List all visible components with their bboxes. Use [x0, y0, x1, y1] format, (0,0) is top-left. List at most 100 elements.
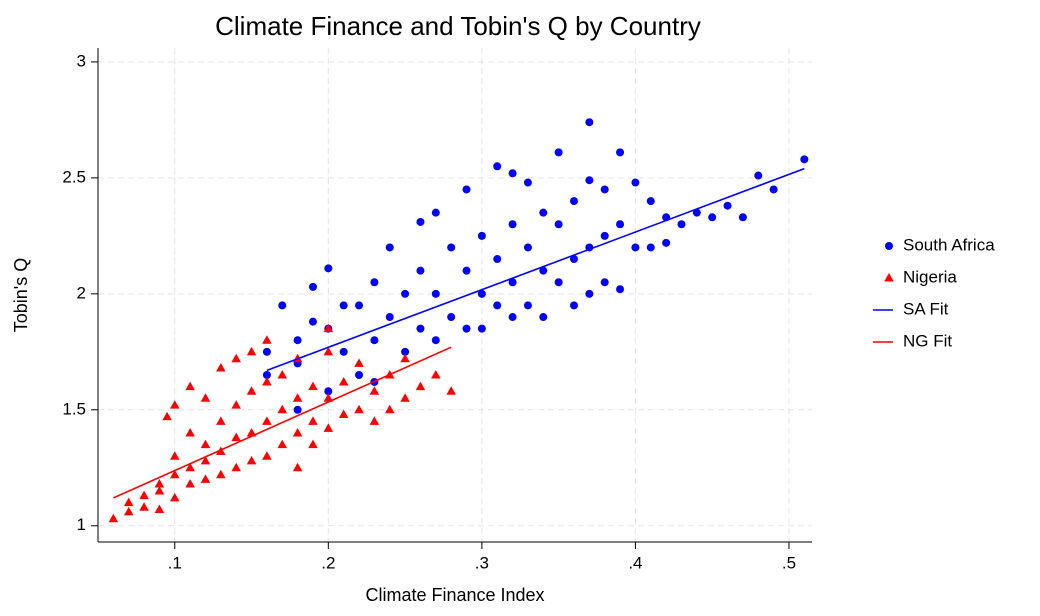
- point: [354, 404, 364, 414]
- point: [754, 171, 763, 180]
- point: [139, 490, 149, 500]
- legend-label: NG Fit: [903, 331, 952, 350]
- point: [523, 301, 532, 310]
- point: [292, 427, 303, 437]
- point: [370, 336, 379, 345]
- x-tick-label: .2: [321, 553, 335, 572]
- point: [431, 289, 440, 298]
- point: [355, 301, 364, 310]
- point: [231, 432, 241, 442]
- point: [170, 451, 180, 460]
- point: [170, 469, 180, 479]
- point: [200, 393, 211, 402]
- point: [354, 358, 364, 367]
- point: [216, 363, 226, 372]
- point: [616, 285, 625, 294]
- point: [231, 400, 241, 409]
- point: [185, 427, 195, 437]
- point: [415, 381, 426, 391]
- point: [508, 278, 517, 287]
- point: [585, 289, 594, 298]
- point: [292, 393, 303, 402]
- point: [662, 238, 671, 247]
- point: [216, 416, 226, 425]
- point: [262, 416, 272, 425]
- point: [616, 220, 625, 229]
- point: [447, 243, 456, 252]
- point: [646, 197, 655, 206]
- point: [246, 455, 257, 465]
- point: [162, 411, 172, 421]
- point: [139, 502, 149, 511]
- point: [308, 317, 317, 326]
- point: [277, 404, 288, 414]
- point: [262, 347, 271, 356]
- chart-title: Climate Finance and Tobin's Q by Country: [215, 11, 701, 41]
- point: [323, 423, 334, 432]
- point: [738, 213, 747, 222]
- fit-line: [266, 167, 805, 372]
- point: [477, 289, 486, 298]
- point: [539, 208, 548, 217]
- point: [338, 376, 349, 386]
- point: [570, 255, 578, 264]
- point: [646, 243, 655, 252]
- x-tick-label: .4: [628, 553, 642, 572]
- point: [554, 148, 563, 157]
- legend-label: SA Fit: [903, 299, 949, 318]
- point: [400, 393, 410, 402]
- point: [508, 313, 517, 322]
- point: [262, 376, 272, 386]
- point: [416, 266, 425, 275]
- x-axis-label: Climate Finance Index: [365, 585, 544, 605]
- point: [262, 335, 272, 344]
- point: [723, 201, 732, 210]
- point: [585, 176, 594, 185]
- point: [616, 148, 625, 157]
- point: [369, 386, 380, 395]
- point: [431, 336, 440, 345]
- point: [493, 301, 502, 310]
- point: [323, 393, 334, 402]
- point: [462, 185, 471, 194]
- point: [293, 405, 302, 414]
- point: [200, 439, 211, 449]
- legend-marker: [884, 273, 894, 282]
- point: [708, 213, 717, 222]
- point: [600, 231, 609, 240]
- point: [185, 462, 195, 472]
- point: [338, 409, 349, 418]
- point: [431, 370, 441, 379]
- point: [447, 313, 456, 322]
- point: [262, 371, 271, 380]
- point: [323, 346, 334, 356]
- point: [493, 255, 502, 264]
- point: [200, 474, 211, 483]
- point: [277, 439, 288, 449]
- point: [600, 278, 609, 287]
- point: [185, 381, 195, 391]
- point: [292, 462, 303, 472]
- point: [600, 185, 609, 194]
- point: [246, 386, 257, 395]
- x-tick-label: .1: [168, 553, 182, 572]
- point: [154, 479, 165, 488]
- point: [384, 404, 395, 414]
- point: [508, 169, 517, 178]
- point: [324, 264, 333, 273]
- point: [246, 346, 257, 356]
- y-tick-label: 1: [77, 515, 86, 534]
- point: [324, 387, 333, 396]
- point: [231, 462, 241, 472]
- y-axis-label: Tobin's Q: [11, 258, 31, 332]
- point: [200, 455, 211, 465]
- point: [523, 178, 532, 187]
- point: [523, 243, 532, 252]
- y-tick-label: 2: [77, 283, 86, 302]
- point: [154, 504, 165, 514]
- point: [308, 381, 318, 391]
- point: [477, 324, 486, 333]
- fit-line: [113, 346, 452, 499]
- point: [493, 162, 502, 171]
